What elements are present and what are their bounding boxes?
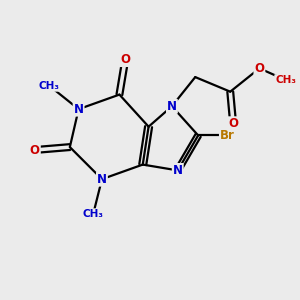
Text: N: N [97,173,107,186]
Text: CH₃: CH₃ [275,75,296,85]
Text: Br: Br [220,129,235,142]
Text: O: O [228,117,238,130]
Text: CH₃: CH₃ [39,81,60,91]
Text: N: N [173,164,183,177]
Text: CH₃: CH₃ [83,209,104,219]
Text: N: N [74,103,84,116]
Text: N: N [167,100,177,113]
Text: O: O [254,62,264,75]
Text: O: O [120,53,130,66]
Text: O: O [30,143,40,157]
